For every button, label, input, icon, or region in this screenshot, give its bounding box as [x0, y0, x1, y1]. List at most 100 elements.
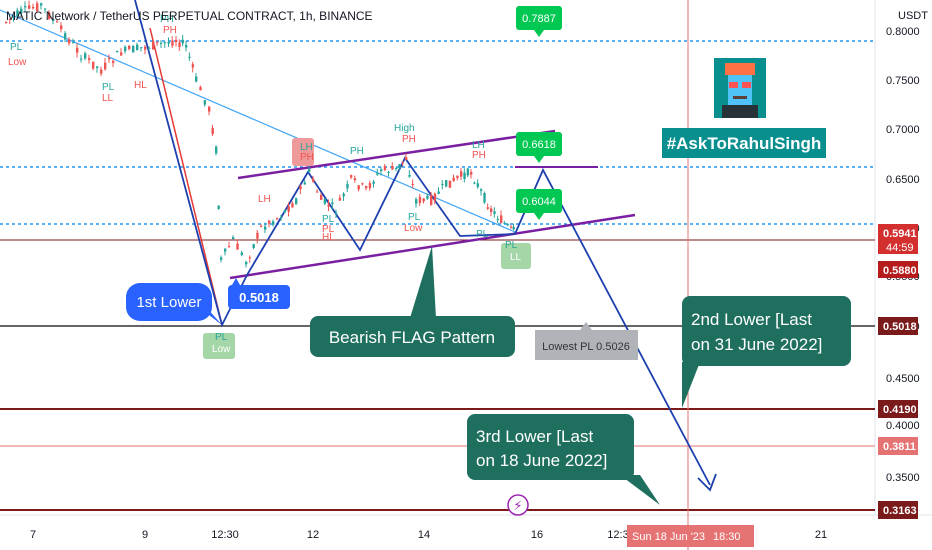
candle-body — [32, 6, 35, 9]
pivot-label: PH — [472, 150, 486, 161]
candle-body — [175, 39, 178, 43]
candlestick-series — [5, 0, 515, 268]
candle-body — [408, 174, 411, 177]
x-tick-label: 16 — [531, 529, 543, 541]
candle-body — [357, 185, 360, 190]
candle-body — [437, 191, 440, 194]
first-lower-text: 1st Lower — [136, 294, 201, 311]
candle-body — [56, 21, 59, 23]
candle-body — [368, 183, 372, 189]
candle-body — [52, 19, 55, 22]
candle-body — [203, 100, 207, 105]
candle-body — [264, 226, 267, 230]
candle-body — [470, 172, 473, 175]
candle-body — [320, 195, 323, 200]
candle-body — [60, 25, 63, 30]
candle-body — [232, 237, 235, 240]
candle-body — [361, 183, 364, 185]
price-label-0.5941: 0.5941 44:59 — [878, 224, 918, 254]
price-label-text: 0.5880 — [883, 265, 917, 277]
candle-body — [308, 168, 311, 172]
pivot-highlight — [501, 243, 531, 269]
candle-body — [72, 42, 75, 44]
low-value-pill: 0.5018 — [228, 278, 290, 309]
pivot-label: PH — [300, 152, 314, 163]
candle-body — [5, 21, 8, 23]
candle-body — [8, 18, 12, 20]
candle-body — [395, 167, 398, 169]
pivot-label: HL — [134, 80, 147, 91]
pivot-label: LH — [258, 194, 271, 205]
candle-body — [248, 257, 252, 259]
candle-body — [433, 193, 437, 201]
candle-body — [160, 42, 163, 44]
candle-body — [405, 157, 408, 161]
candle-body — [500, 215, 503, 223]
y-tick-label: 0.4500 — [886, 373, 920, 385]
candle-body — [365, 186, 368, 189]
candle-body — [295, 198, 298, 204]
lightning-icon[interactable]: ⚡ — [507, 494, 529, 516]
candle-body — [88, 58, 91, 60]
y-tick-label: 0.6500 — [886, 174, 920, 186]
y-tick-label: 0.4000 — [886, 420, 920, 432]
candle-body — [199, 87, 202, 91]
price-label-text: 0.4190 — [883, 404, 917, 416]
price-label-0.5018: 0.5018 — [878, 317, 918, 335]
pivot-label: PL — [476, 229, 489, 240]
candle-body — [291, 203, 294, 208]
target-bubble-0.6618: 0.6618 — [516, 132, 562, 163]
low-value-text: 0.5018 — [239, 290, 279, 305]
pivot-label: LL — [510, 252, 522, 263]
y-tick-label: 0.8000 — [886, 26, 920, 38]
candle-body — [132, 45, 135, 53]
candle-body — [448, 180, 452, 188]
target-value: 0.6618 — [522, 139, 556, 151]
candle-body — [342, 193, 345, 197]
y-tick-label: 0.3500 — [886, 472, 920, 484]
candle-body — [426, 195, 429, 199]
x-tick-label: 12:30 — [211, 529, 239, 541]
candle-body — [217, 205, 220, 209]
x-tick-label: 21 — [815, 529, 827, 541]
candle-body — [335, 212, 338, 214]
price-label-0.3811: 0.3811 — [878, 437, 918, 455]
candle-body — [316, 191, 319, 193]
candle-body — [44, 8, 47, 10]
candle-body — [178, 42, 181, 47]
candle-body — [181, 39, 185, 44]
candle-body — [380, 169, 383, 172]
y-tick-label: 0.7000 — [886, 124, 920, 136]
candle-body — [287, 206, 290, 212]
price-label-text: 0.5941 — [883, 228, 917, 240]
candle-body — [338, 197, 342, 201]
candle-body — [188, 56, 191, 58]
svg-text:⚡: ⚡ — [513, 499, 522, 514]
third-lower-callout: 3rd Lower [Last on 18 June 2022] — [467, 414, 660, 505]
candle-body — [104, 62, 107, 70]
price-axis: 0.80000.75000.70000.65000.60000.55000.50… — [886, 26, 920, 484]
candle-body — [490, 208, 493, 213]
price-label-text: 0.3811 — [883, 441, 916, 453]
first-lower-pill: 1st Lower — [126, 283, 222, 325]
candle-body — [312, 178, 315, 182]
pivot-label: LL — [102, 93, 114, 104]
pivot-label: PL — [505, 240, 518, 251]
candle-body — [144, 46, 147, 50]
candle-body — [240, 252, 244, 256]
candle-body — [20, 8, 23, 14]
pivot-label: High — [394, 123, 415, 134]
candle-body — [24, 6, 27, 8]
candle-body — [411, 184, 415, 186]
candle-body — [136, 44, 139, 51]
pivot-labels: PLLowPLLLHLPHPHLHPHLHPHHighPHLHPHPLPLHLP… — [8, 14, 531, 359]
candle-body — [96, 66, 99, 68]
candle-body — [503, 222, 506, 224]
candle-body — [252, 244, 255, 249]
candle-body — [268, 220, 271, 224]
pivot-label: LH — [300, 142, 313, 153]
price-label-0.5880: 0.5880 — [878, 261, 918, 278]
candle-body — [401, 161, 405, 163]
candle-body — [148, 47, 151, 49]
